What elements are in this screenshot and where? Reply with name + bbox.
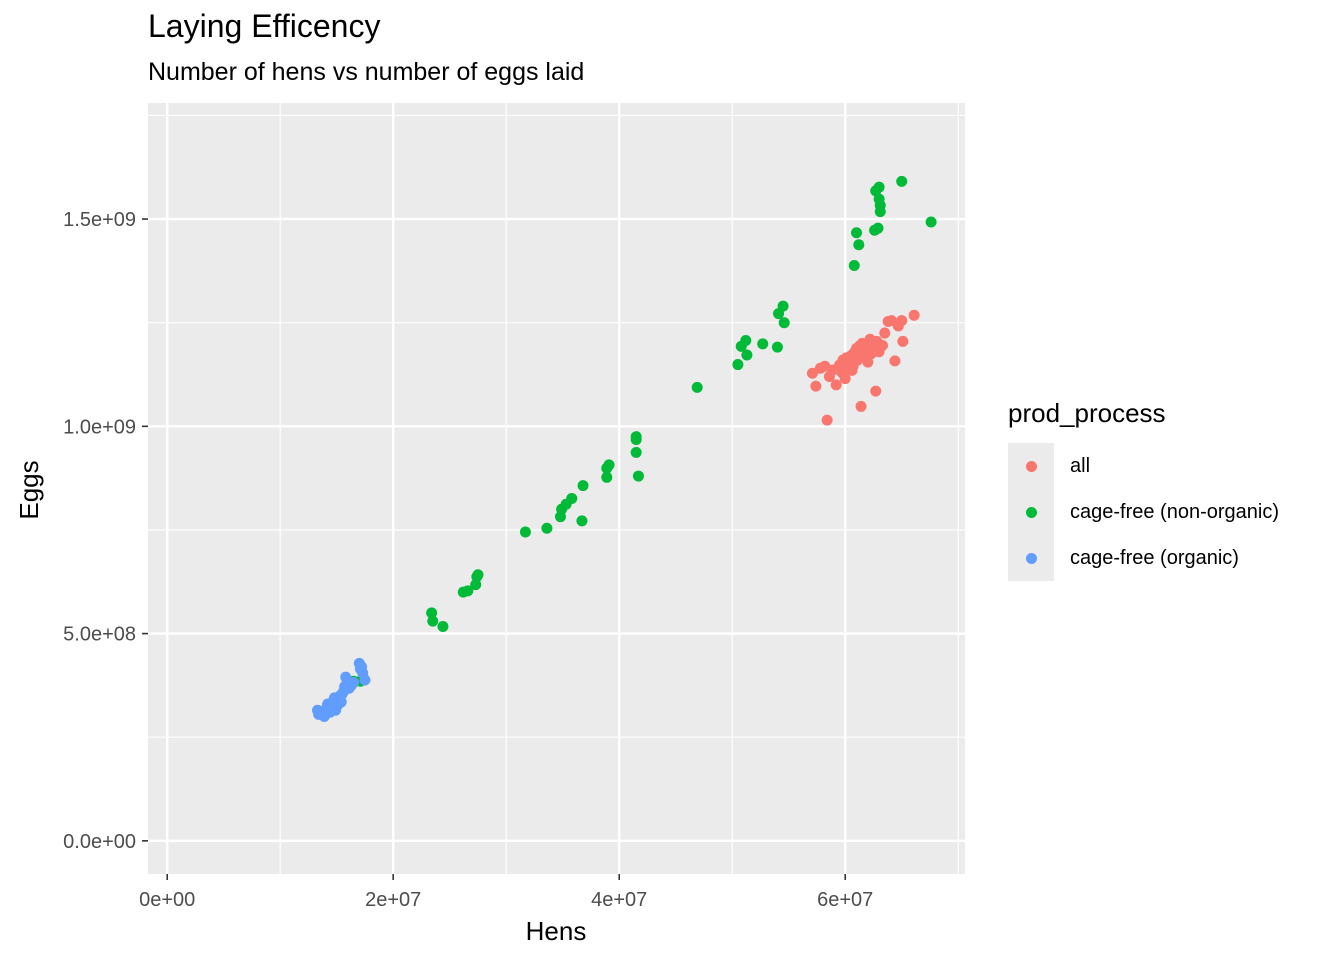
- data-point: [872, 222, 884, 234]
- data-point: [889, 355, 901, 367]
- data-point: [925, 216, 937, 228]
- legend-label: cage-free (organic): [1070, 546, 1239, 569]
- data-point: [630, 446, 642, 458]
- x-tick-label: 6e+07: [817, 889, 873, 911]
- data-point: [897, 335, 909, 347]
- legend-dot-icon: [1025, 552, 1037, 564]
- data-point: [848, 259, 860, 271]
- legend-item: all: [1008, 443, 1279, 489]
- data-point: [830, 379, 842, 391]
- minor-gridlines: [148, 103, 965, 874]
- data-point: [896, 315, 908, 327]
- data-point: [328, 692, 340, 704]
- legend-label: all: [1070, 454, 1091, 477]
- x-tick-label: 0e+00: [139, 889, 195, 911]
- data-point: [896, 175, 908, 187]
- y-tick-label: 1.5e+09: [63, 209, 136, 231]
- data-point: [821, 414, 833, 426]
- data-points: [312, 175, 937, 722]
- data-point: [877, 339, 889, 351]
- data-point: [462, 585, 474, 597]
- legend-key: [1008, 489, 1054, 535]
- data-point: [853, 239, 865, 251]
- data-point: [630, 431, 642, 443]
- data-point: [576, 515, 588, 527]
- data-point: [873, 181, 885, 193]
- data-point: [603, 459, 615, 471]
- data-point: [874, 206, 886, 218]
- data-point: [601, 471, 613, 483]
- data-point: [426, 607, 438, 619]
- data-point: [437, 621, 449, 633]
- y-axis-title: Eggs: [14, 460, 44, 519]
- legend-entries: all cage-free (non-organic) cage-free (org…: [1008, 443, 1279, 581]
- data-point: [862, 356, 874, 368]
- data-point: [778, 317, 790, 329]
- x-axis: 0e+00 2e+07 4e+07 6e+07: [139, 874, 873, 911]
- major-gridlines: [148, 103, 965, 874]
- legend-dot-icon: [1025, 506, 1037, 518]
- y-tick-label: 0.0e+00: [63, 831, 136, 853]
- data-point: [879, 327, 891, 339]
- chart-title: Laying Efficency: [148, 8, 381, 44]
- legend-label: cage-free (non-organic): [1070, 500, 1279, 523]
- chart-subtitle: Number of hens vs number of eggs laid: [148, 58, 585, 86]
- data-point: [839, 373, 851, 385]
- data-point: [810, 380, 822, 392]
- plot-panel: [148, 103, 965, 874]
- legend-key: [1008, 535, 1054, 581]
- data-point: [855, 400, 867, 412]
- legend-title: prod_process: [1008, 398, 1166, 428]
- data-point: [359, 674, 371, 686]
- data-point: [691, 381, 703, 393]
- data-point: [806, 367, 818, 379]
- y-tick-label: 5.0e+08: [63, 624, 136, 646]
- data-point: [427, 615, 439, 627]
- data-point: [741, 349, 753, 361]
- data-point: [632, 470, 644, 482]
- x-tick-label: 2e+07: [365, 889, 421, 911]
- data-point: [851, 227, 863, 239]
- y-tick-label: 1.0e+09: [63, 416, 136, 438]
- data-point: [732, 359, 744, 371]
- data-point: [864, 333, 876, 345]
- data-point: [757, 338, 769, 350]
- legend-key: [1008, 443, 1054, 489]
- data-point: [777, 300, 789, 312]
- data-point: [908, 309, 920, 321]
- legend-item: cage-free (non-organic): [1008, 489, 1279, 535]
- data-point: [519, 526, 531, 538]
- y-axis: 0.0e+00 5.0e+08 1.0e+09 1.5e+09: [63, 209, 148, 853]
- data-point: [740, 335, 752, 347]
- legend-item: cage-free (organic): [1008, 535, 1279, 581]
- data-point: [541, 522, 553, 534]
- data-point: [847, 360, 859, 372]
- data-point: [472, 569, 484, 581]
- data-point: [771, 341, 783, 353]
- legend: prod_process all cage-free (non-organic) c…: [1008, 398, 1279, 581]
- data-point: [870, 385, 882, 397]
- data-point: [348, 676, 360, 688]
- legend-dot-icon: [1025, 460, 1037, 472]
- data-point: [837, 354, 849, 366]
- data-point: [577, 480, 589, 492]
- x-tick-label: 4e+07: [591, 889, 647, 911]
- x-axis-title: Hens: [526, 916, 587, 946]
- data-point: [566, 492, 578, 504]
